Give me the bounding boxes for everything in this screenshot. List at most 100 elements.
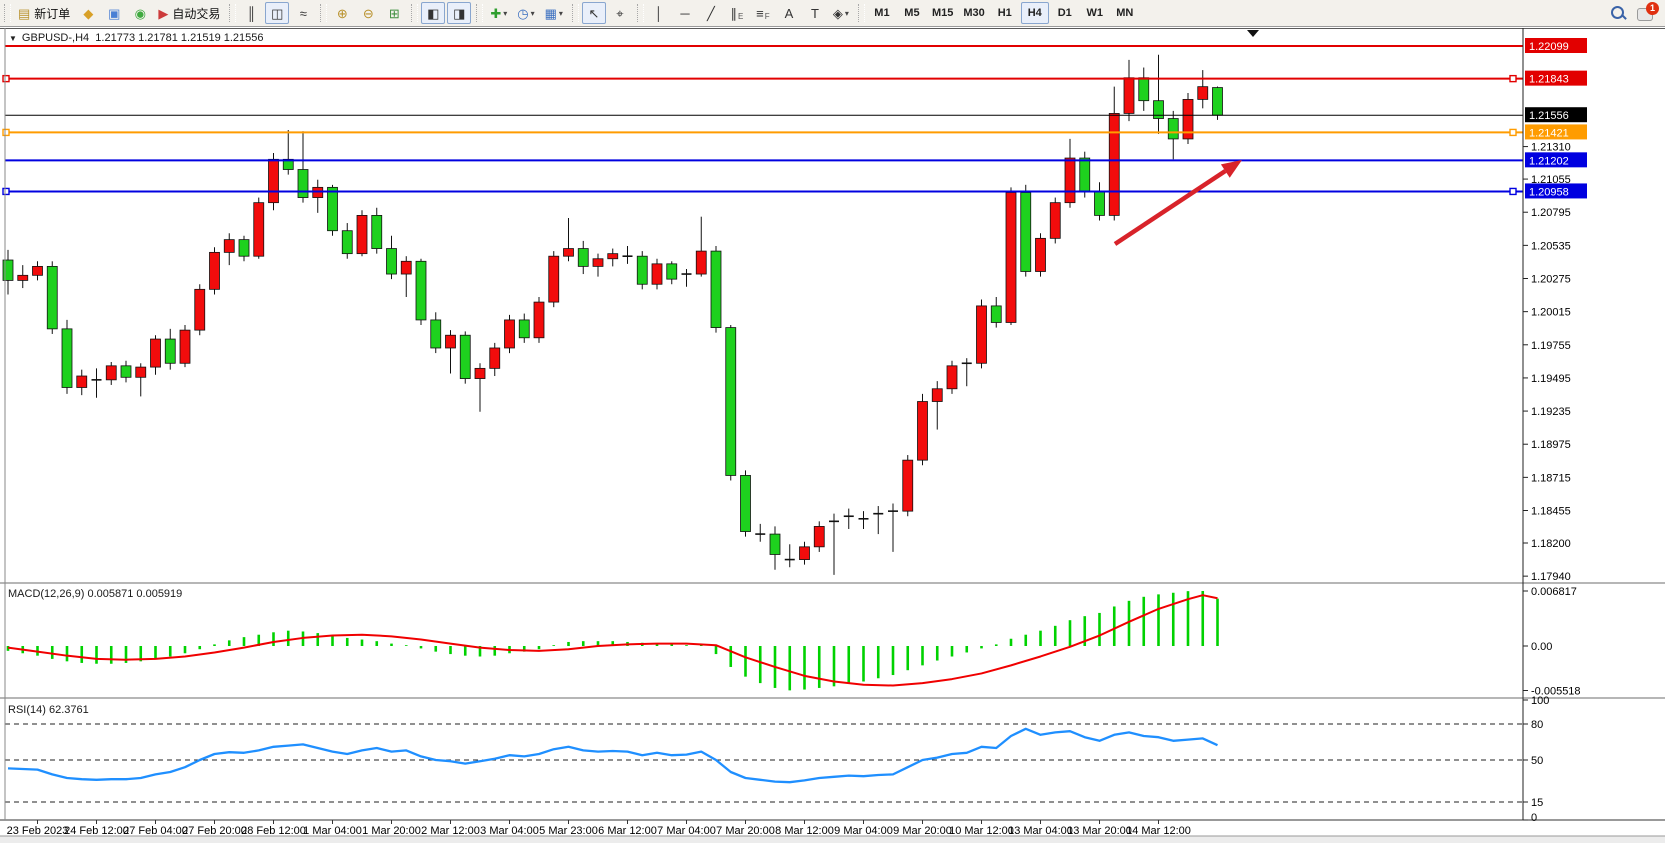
- signals-icon[interactable]: ◉: [128, 2, 152, 24]
- timeframe-m30-button[interactable]: M30: [963, 7, 985, 19]
- candle: [371, 207, 383, 254]
- line-handle[interactable]: [1509, 74, 1517, 83]
- candle: [32, 261, 43, 281]
- candle: [1197, 70, 1209, 109]
- timeframe-d1-button[interactable]: D1: [1057, 7, 1072, 19]
- sub-letter: E: [738, 12, 744, 21]
- price-tick-label: 1.21310: [1531, 142, 1571, 154]
- price-badge-label: 1.21556: [1529, 110, 1569, 122]
- candle: [666, 261, 678, 285]
- time-axis-label: 7 Mar 20:00: [716, 825, 775, 837]
- crosshair-button[interactable]: ⌖: [608, 2, 632, 24]
- bar-chart-button[interactable]: ║: [239, 2, 263, 24]
- text-label-button[interactable]: T: [803, 2, 827, 24]
- line-handle[interactable]: [1509, 187, 1517, 196]
- timeframe-m5-button[interactable]: M5: [904, 7, 920, 19]
- cursor-button[interactable]: ↖: [581, 2, 606, 24]
- candle: [386, 235, 397, 280]
- timeframe-h1-button[interactable]: H1: [997, 7, 1012, 19]
- autotrading-button[interactable]: ▶ 自动交易: [154, 2, 224, 24]
- price-badge-label: 1.21202: [1529, 155, 1569, 167]
- auto-scroll-button[interactable]: ◧: [421, 2, 446, 24]
- channel-icon: ∥: [730, 5, 738, 21]
- zoom-in-button[interactable]: ⊕: [330, 2, 354, 24]
- line-handle[interactable]: [2, 128, 10, 137]
- time-axis-label: 13 Mar 20:00: [1067, 825, 1132, 837]
- rsi-axis-label: 15: [1531, 797, 1543, 809]
- time-axis-label: 24 Feb 12:00: [64, 825, 129, 837]
- candle: [873, 506, 884, 535]
- new-order-button[interactable]: ▤ 新订单: [14, 2, 74, 24]
- price-badge-label: 1.21843: [1529, 74, 1569, 86]
- sub-letter: F: [764, 12, 770, 21]
- timeframe-h4-button[interactable]: H4: [1020, 2, 1049, 24]
- add-indicator-button[interactable]: ✚ ▾: [486, 2, 511, 24]
- period-button[interactable]: ◷ ▾: [513, 2, 538, 24]
- tile-windows-button[interactable]: ⊞: [382, 2, 406, 24]
- candle: [829, 513, 839, 575]
- candlestick-chart-button[interactable]: ◫: [265, 2, 290, 24]
- time-axis-label: 9 Mar 20:00: [893, 825, 952, 837]
- candle: [607, 248, 619, 267]
- timeframe-m1-button[interactable]: M1: [874, 7, 890, 19]
- chart-window[interactable]: 1.21310 1.21055 1.20795 1.20535 1.20275 1.200…: [0, 28, 1665, 843]
- chart-shift-marker[interactable]: [1247, 30, 1259, 37]
- candle: [710, 246, 722, 333]
- candle: [2, 249, 14, 295]
- candle: [888, 503, 898, 552]
- market-watch-icon[interactable]: ◆: [76, 2, 100, 24]
- candle: [91, 368, 102, 398]
- dropdown-arrow-icon[interactable]: ▾: [844, 8, 849, 18]
- line-handle[interactable]: [2, 187, 10, 196]
- new-order-icon: ▤: [18, 5, 31, 21]
- price-badge-label: 1.20958: [1529, 186, 1569, 198]
- candle: [46, 261, 58, 334]
- market-watch-icon-icon: ◆: [83, 5, 94, 21]
- line-chart-button[interactable]: ≈: [291, 2, 315, 24]
- channel-button[interactable]: ∥ E: [725, 2, 749, 24]
- candle: [695, 216, 707, 277]
- trend-arrow-annotation[interactable]: [1113, 160, 1242, 246]
- trendline-button[interactable]: ╱: [699, 2, 723, 24]
- dropdown-arrow-icon[interactable]: ▾: [503, 8, 508, 18]
- dropdown-arrow-icon[interactable]: ▾: [558, 8, 563, 18]
- price-tick-label: 1.20275: [1531, 274, 1571, 286]
- timeframe-mn-button[interactable]: MN: [1116, 7, 1134, 19]
- arrows-button[interactable]: ◈ ▾: [829, 2, 853, 24]
- line-handle[interactable]: [2, 74, 10, 83]
- navigator-icon[interactable]: ▣: [102, 2, 126, 24]
- candle: [415, 258, 427, 326]
- zoom-out-button[interactable]: ⊖: [356, 2, 380, 24]
- fibonacci-button[interactable]: ≡ F: [751, 2, 775, 24]
- time-axis-label: 1 Mar 04:00: [303, 825, 362, 837]
- autotrading-button-label: 自动交易: [172, 6, 221, 21]
- search-icon[interactable]: [1609, 4, 1627, 22]
- search-handle: [1621, 14, 1627, 20]
- vertical-line-button[interactable]: │: [647, 2, 671, 24]
- rsi-axis-label: 100: [1531, 695, 1549, 707]
- horizontal-line-icon: ─: [680, 5, 690, 21]
- candle: [268, 152, 279, 211]
- symbol-collapse-icon[interactable]: ▼: [9, 34, 17, 43]
- chart-canvas[interactable]: 1.21310 1.21055 1.20795 1.20535 1.20275 1.200…: [0, 28, 1665, 843]
- horizontal-line-button[interactable]: ─: [673, 2, 697, 24]
- time-axis-label: 5 Mar 23:00: [539, 825, 598, 837]
- chart-shift-button[interactable]: ◨: [447, 2, 472, 24]
- candle: [1035, 233, 1046, 277]
- line-handle[interactable]: [1509, 128, 1517, 137]
- candle: [120, 360, 132, 383]
- candle: [327, 184, 338, 236]
- notifications-icon[interactable]: 1: [1637, 2, 1659, 22]
- insert-group: ✚ ▾ ◷ ▾ ▦ ▾: [485, 0, 568, 27]
- time-axis-label: 8 Mar 12:00: [775, 825, 834, 837]
- timeframe-m15-button[interactable]: M15: [931, 7, 954, 19]
- file-group: ▤ 新订单 ◆ ▣ ◉ ▶ 自动交易: [13, 0, 225, 27]
- price-tick-label: 1.20535: [1531, 240, 1571, 252]
- template-icon: ▦: [544, 5, 557, 21]
- timeframe-w1-button[interactable]: W1: [1086, 7, 1104, 19]
- dropdown-arrow-icon[interactable]: ▾: [530, 8, 535, 18]
- text-button[interactable]: A: [777, 2, 801, 24]
- price-badge: [1525, 70, 1587, 86]
- template-button[interactable]: ▦ ▾: [541, 2, 567, 24]
- candle: [636, 251, 648, 290]
